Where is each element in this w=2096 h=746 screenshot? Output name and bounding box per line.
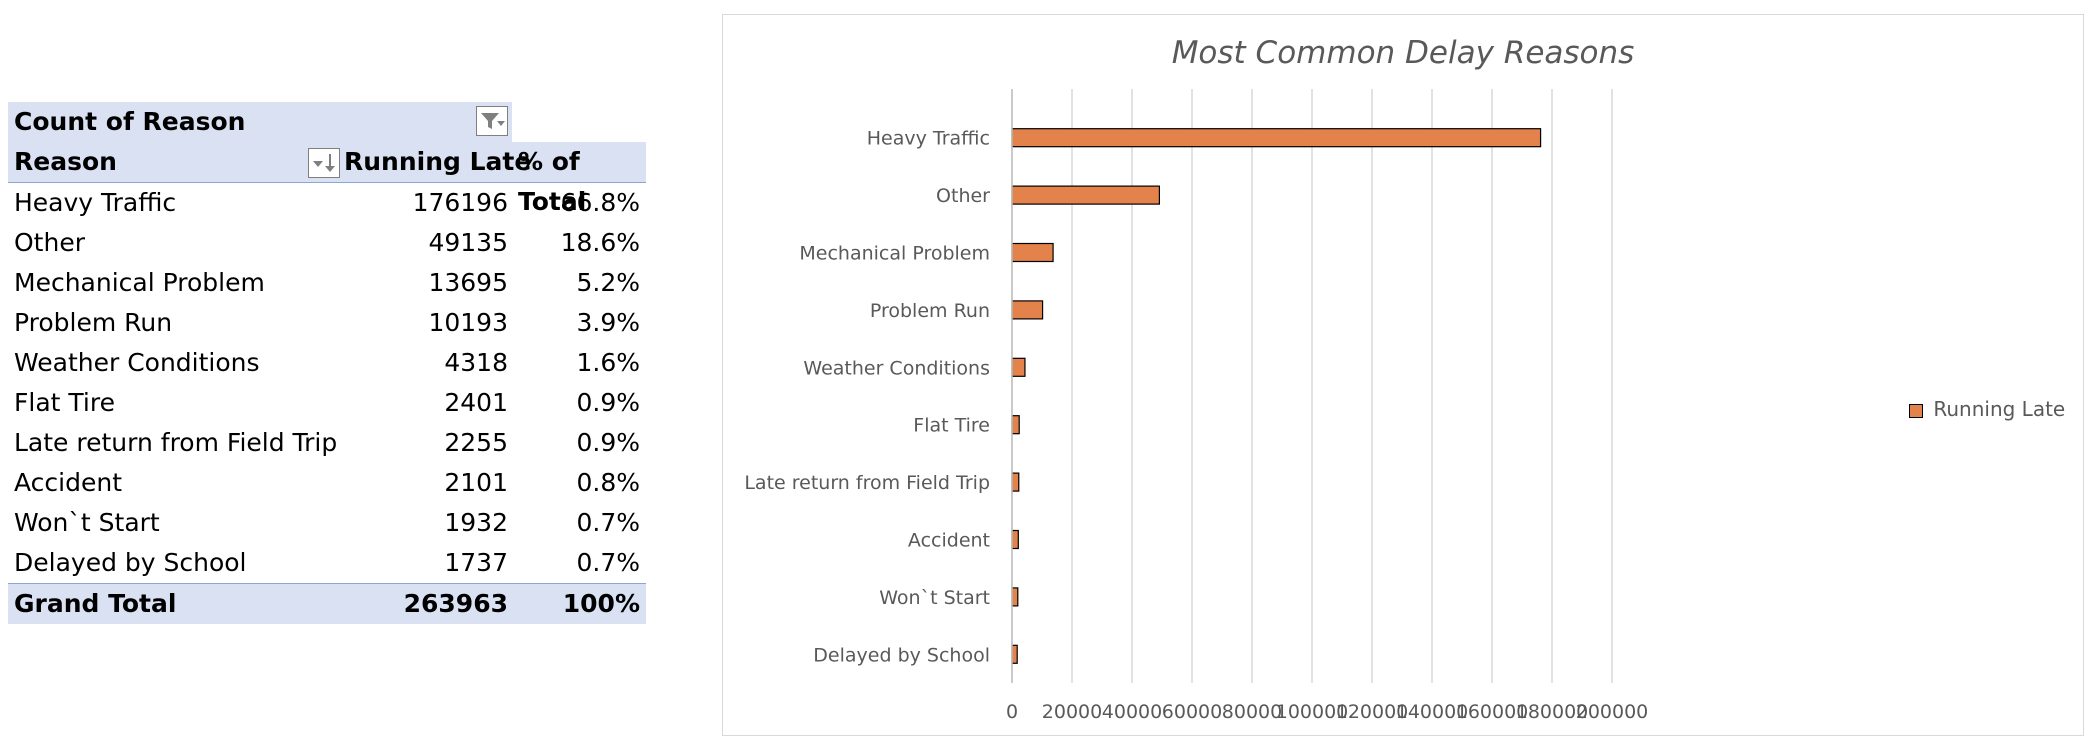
category-label: Won`t Start	[879, 587, 990, 609]
category-label: Problem Run	[870, 300, 990, 322]
count-cell: 2255	[444, 428, 508, 457]
reason-cell: Accident	[14, 468, 122, 497]
legend-swatch	[1909, 403, 1923, 418]
bar[interactable]	[1011, 300, 1044, 320]
count-cell: 1932	[444, 508, 508, 537]
count-cell: 2101	[444, 468, 508, 497]
count-cell: 13695	[428, 268, 508, 297]
table-row[interactable]: Heavy Traffic 176196 66.8%	[8, 183, 646, 223]
category-label: Late return from Field Trip	[744, 472, 990, 494]
table-row[interactable]: Flat Tire 2401 0.9%	[8, 383, 646, 423]
table-row[interactable]: Problem Run 10193 3.9%	[8, 303, 646, 343]
bar[interactable]	[1011, 587, 1019, 607]
reason-cell: Mechanical Problem	[14, 268, 265, 297]
chart-title: Most Common Delay Reasons	[1171, 35, 1635, 71]
table-row[interactable]: Weather Conditions 4318 1.6%	[8, 343, 646, 383]
x-tick-label: 200000	[1576, 701, 1649, 723]
table-row[interactable]: Accident 2101 0.8%	[8, 463, 646, 503]
x-tick-label: 180000	[1516, 701, 1589, 723]
x-tick-label: 80000	[1222, 701, 1282, 723]
reason-cell: Late return from Field Trip	[14, 428, 338, 457]
category-label: Flat Tire	[913, 415, 990, 437]
category-label: Delayed by School	[813, 644, 990, 666]
x-tick-label: 120000	[1336, 701, 1409, 723]
pivot-table: Count of Reason Reason Running Late % of…	[8, 102, 646, 624]
count-cell: 1737	[444, 548, 508, 577]
running-late-header: Running Late	[344, 147, 532, 176]
pct-cell: 0.7%	[576, 548, 640, 577]
count-cell: 2401	[444, 388, 508, 417]
bar-chart: 0 20000 40000 60000 800001000001200001400001…	[744, 89, 1649, 723]
pct-cell: 5.2%	[576, 268, 640, 297]
pct-of-total-header: % of Total	[518, 147, 587, 216]
pivot-header-row-2: Reason Running Late % of Total	[8, 142, 646, 216]
legend-label: Running Late	[1933, 397, 2066, 421]
bar[interactable]	[1011, 357, 1026, 377]
grand-total-count: 263963	[403, 589, 508, 618]
x-tick-label: 140000	[1396, 701, 1469, 723]
category-label: Heavy Traffic	[867, 128, 990, 150]
bar[interactable]	[1011, 644, 1018, 664]
pct-cell: 0.7%	[576, 508, 640, 537]
x-tick-label: 40000	[1102, 701, 1162, 723]
count-cell: 49135	[428, 228, 508, 257]
bar[interactable]	[1011, 185, 1161, 205]
chart-area[interactable]: Most Common Delay Reasons 0 20000 40000 600…	[722, 14, 2084, 736]
sort-descending-icon[interactable]	[308, 148, 340, 178]
x-tick-label: 160000	[1456, 701, 1529, 723]
bar[interactable]	[1011, 472, 1020, 492]
pct-cell: 1.6%	[576, 348, 640, 377]
category-label: Other	[936, 185, 990, 207]
pct-cell: 66.8%	[560, 188, 640, 217]
x-tick-label: 0	[1006, 701, 1018, 723]
bar[interactable]	[1011, 415, 1020, 435]
reason-cell: Won`t Start	[14, 508, 160, 537]
count-cell: 10193	[428, 308, 508, 337]
count-cell: 176196	[412, 188, 508, 217]
category-label: Accident	[908, 530, 990, 552]
count-cell: 4318	[444, 348, 508, 377]
grand-total-row: Grand Total 263963 100%	[8, 583, 646, 624]
chart-legend: Running Late	[1909, 397, 2065, 421]
category-label: Mechanical Problem	[799, 243, 990, 265]
filter-icon[interactable]	[476, 106, 508, 136]
reason-cell: Delayed by School	[14, 548, 247, 577]
reason-cell: Heavy Traffic	[14, 188, 177, 217]
category-label: Weather Conditions	[803, 357, 990, 379]
bar[interactable]	[1011, 529, 1019, 550]
x-tick-label: 20000	[1042, 701, 1102, 723]
bar[interactable]	[1011, 242, 1054, 263]
pivot-body: Heavy Traffic 176196 66.8% Other 49135 18.6% M…	[8, 183, 646, 583]
table-row[interactable]: Delayed by School 1737 0.7%	[8, 543, 646, 583]
bar[interactable]	[1011, 128, 1542, 148]
pct-cell: 3.9%	[576, 308, 640, 337]
x-tick-label: 100000	[1276, 701, 1349, 723]
table-row[interactable]: Mechanical Problem 13695 5.2%	[8, 263, 646, 303]
grand-total-pct: 100%	[562, 589, 640, 618]
table-row[interactable]: Other 49135 18.6%	[8, 223, 646, 263]
reason-header: Reason	[14, 147, 117, 176]
table-row[interactable]: Late return from Field Trip 2255 0.9%	[8, 423, 646, 463]
x-tick-label: 60000	[1162, 701, 1222, 723]
pct-cell: 0.9%	[576, 388, 640, 417]
pivot-header-row-1: Count of Reason	[8, 102, 646, 142]
reason-cell: Problem Run	[14, 308, 173, 337]
pct-cell: 0.9%	[576, 428, 640, 457]
pct-cell: 0.8%	[576, 468, 640, 497]
reason-cell: Flat Tire	[14, 388, 115, 417]
pct-cell: 18.6%	[560, 228, 640, 257]
count-of-reason-label: Count of Reason	[14, 107, 246, 136]
grand-total-label: Grand Total	[14, 589, 177, 618]
reason-cell: Weather Conditions	[14, 348, 260, 377]
reason-cell: Other	[14, 228, 85, 257]
table-row[interactable]: Won`t Start 1932 0.7%	[8, 503, 646, 543]
